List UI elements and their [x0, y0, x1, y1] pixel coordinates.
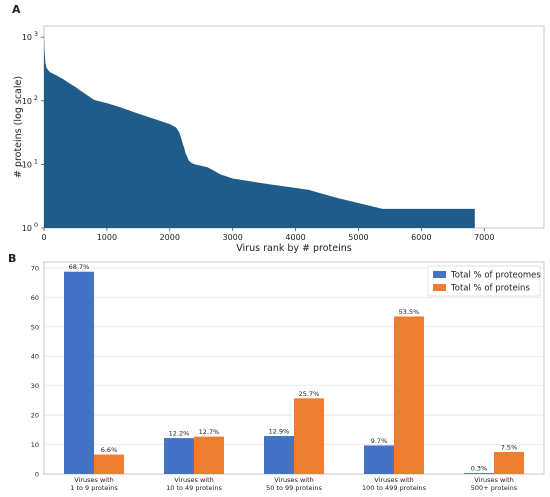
panel-a-y-label: # proteins (log scale) [13, 76, 24, 178]
bar-proteomes [264, 436, 294, 474]
panel-b-y-tick-label: 70 [31, 264, 39, 272]
legend-label-proteomes: Total % of proteomes [450, 271, 541, 281]
panel-b-bars: 68.7% 6.6% 12.2% 12.7% 12.9% 25.7% 9.7% 53.5% 0.… [64, 263, 524, 474]
bar-proteins [394, 316, 424, 474]
category-label-line: 100 to 499 proteins [362, 484, 427, 492]
category-label-line: Viruses with [474, 476, 514, 484]
panel-a-y-tick-label: 10 [22, 160, 32, 169]
bar-proteins [294, 398, 324, 474]
bar-proteins [194, 436, 224, 474]
bar-proteomes [164, 438, 194, 474]
legend-label-proteins: Total % of proteins [450, 284, 530, 294]
bar-proteins [94, 454, 124, 474]
bar-proteomes [364, 445, 394, 474]
legend-swatch-proteomes [433, 271, 446, 278]
panel-a-y-tick-exponent: 2 [34, 94, 38, 102]
category-label-line: 500+ proteins [471, 484, 518, 492]
bar-value-label: 6.6% [101, 446, 118, 454]
category-label-line: Viruses with [74, 476, 114, 484]
category-label-line: 1 to 9 proteins [70, 484, 118, 492]
panel-a-y-tick-label: 10 [22, 224, 32, 233]
panel-b-y-tick-label: 10 [31, 441, 39, 449]
bar-value-label: 12.9% [269, 428, 290, 436]
panel-a-x-tick-label: 4000 [285, 233, 305, 242]
category-label-line: Viruses with [374, 476, 414, 484]
bar-value-label: 68.7% [69, 263, 90, 271]
panel-a-x-tick-label: 7000 [474, 233, 494, 242]
panel-b-y-tick-label: 20 [31, 412, 39, 420]
panel-a-y-tick-base: 10 [22, 33, 32, 42]
category-label-line: Viruses with [174, 476, 214, 484]
panel-a-x-tick-label: 6000 [411, 233, 431, 242]
panel-a-y-tick-base: 10 [22, 97, 32, 106]
panel-a-y-tick-label: 10 [22, 33, 32, 42]
panel-b-legend: Total % of proteomes Total % of proteins [427, 265, 541, 297]
panel-b-chart: 68.7% 6.6% 12.2% 12.7% 12.9% 25.7% 9.7% 53.5% 0.… [31, 261, 545, 492]
panel-a-y-tick-exponent: 0 [34, 221, 38, 229]
panel-a-letter: A [12, 3, 21, 16]
bar-value-label: 0.3% [471, 465, 488, 473]
panel-a-x-tick-label: 1000 [97, 233, 117, 242]
legend-box [427, 265, 541, 297]
bar-proteins [494, 451, 524, 474]
panel-a-x-tick-label: 0 [41, 233, 46, 242]
panel-a-area [44, 30, 475, 228]
panel-a-x-label: Virus rank by # proteins [236, 243, 352, 254]
panel-b-y-tick-label: 40 [31, 353, 39, 361]
panel-a-y-tick-exponent: 1 [34, 157, 38, 165]
bar-value-label: 7.5% [501, 443, 518, 451]
bar-proteomes [464, 473, 494, 474]
panel-a-y-tick-base: 10 [22, 224, 32, 233]
panel-b-y-tick-label: 0 [35, 471, 39, 479]
panel-a-chart: 0 1000 2000 3000 4000 5000 6000 7000 10 010 110 21… [13, 25, 545, 254]
panel-a-x-tick-label: 5000 [348, 233, 368, 242]
panel-b-y-tick-label: 30 [31, 382, 39, 390]
bar-proteomes [64, 271, 94, 474]
panel-a-y-tick-base: 10 [22, 160, 32, 169]
bar-value-label: 53.5% [399, 308, 420, 316]
panel-a-y-tick-exponent: 3 [34, 30, 38, 38]
bar-value-label: 9.7% [371, 437, 388, 445]
panel-b-y-ticks: 0 10 20 30 40 50 60 70 [31, 264, 39, 478]
bar-value-label: 12.2% [169, 430, 190, 438]
panel-a-x-tick-label: 3000 [222, 233, 242, 242]
legend-swatch-proteins [433, 284, 446, 291]
panel-a-y-tick-label: 10 [22, 97, 32, 106]
panel-a-x-ticks: 0 1000 2000 3000 4000 5000 6000 7000 [41, 228, 494, 242]
category-label-line: 50 to 99 proteins [266, 484, 322, 492]
bar-value-label: 12.7% [199, 428, 220, 436]
category-label-line: 10 to 49 proteins [166, 484, 222, 492]
panel-b-y-tick-label: 60 [31, 294, 39, 302]
panel-b-letter: B [8, 252, 16, 265]
category-label-line: Viruses with [274, 476, 314, 484]
panel-a-x-tick-label: 2000 [160, 233, 180, 242]
bar-value-label: 25.7% [299, 390, 320, 398]
panel-b-y-tick-label: 50 [31, 323, 39, 331]
